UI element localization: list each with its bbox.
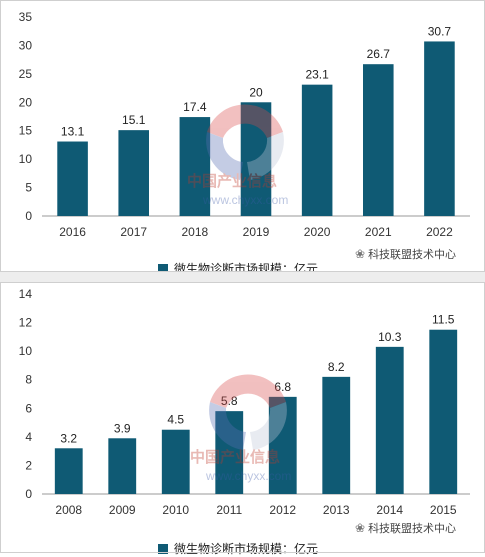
x-tick-label-2020: 2020 bbox=[304, 225, 331, 239]
bar-2020 bbox=[301, 84, 333, 216]
x-tick-label-2014: 2014 bbox=[376, 503, 403, 517]
data-label-2022: 30.7 bbox=[428, 24, 452, 38]
bar-2014 bbox=[375, 346, 404, 494]
bar-2010 bbox=[161, 429, 190, 494]
data-label-2013: 8.2 bbox=[328, 360, 345, 374]
y-tick-label: 35 bbox=[19, 10, 33, 24]
bar-chart-top: 0 5 10 15 20 25 30 35 13.1 2016 15.1 2017 17.4 2018 20… bbox=[19, 10, 470, 239]
x-tick-label-2022: 2022 bbox=[426, 225, 453, 239]
watermark-top: ❀ 科技联盟技术中心 bbox=[355, 246, 456, 262]
data-label-2018: 17.4 bbox=[183, 100, 207, 114]
y-tick-label: 8 bbox=[25, 373, 32, 387]
bar-2012 bbox=[268, 396, 297, 494]
panel-separator bbox=[0, 272, 485, 282]
bar-2008 bbox=[54, 448, 83, 494]
chart-panel-bottom: 0 2 4 6 8 10 12 14 3.2 2008 3.9 2009 4.5 2010 5.8 2011 6… bbox=[0, 282, 485, 556]
x-tick-label-2018: 2018 bbox=[182, 225, 209, 239]
bar-2011 bbox=[215, 411, 244, 494]
y-tick-label: 5 bbox=[25, 181, 32, 195]
data-label-2021: 26.7 bbox=[367, 47, 391, 61]
y-tick-label: 0 bbox=[25, 209, 32, 223]
bar-2022 bbox=[424, 41, 455, 216]
y-tick-label: 4 bbox=[25, 430, 32, 444]
data-label-2016: 13.1 bbox=[61, 125, 85, 139]
bar-2019 bbox=[240, 102, 272, 216]
x-tick-label-2015: 2015 bbox=[430, 503, 457, 517]
bar-2013 bbox=[322, 376, 351, 494]
y-tick-label: 12 bbox=[19, 316, 33, 330]
y-tick-label: 30 bbox=[19, 38, 33, 52]
legend-swatch bbox=[158, 263, 168, 274]
x-tick-label-2017: 2017 bbox=[120, 225, 147, 239]
watermark-bottom: ❀ 科技联盟技术中心 bbox=[355, 520, 456, 536]
bar-2016 bbox=[57, 141, 88, 216]
x-tick-label-2019: 2019 bbox=[243, 225, 270, 239]
x-tick-label-2008: 2008 bbox=[55, 503, 82, 517]
x-tick-label-2010: 2010 bbox=[162, 503, 189, 517]
legend-bottom: 微生物诊断市场规模：亿元 bbox=[158, 540, 318, 557]
y-tick-label: 10 bbox=[19, 152, 33, 166]
data-label-2019: 20 bbox=[249, 85, 263, 99]
bar-2018 bbox=[179, 117, 211, 216]
watermark-text: 科技联盟技术中心 bbox=[368, 523, 457, 535]
data-label-2020: 23.1 bbox=[305, 68, 329, 82]
data-label-2010: 4.5 bbox=[167, 413, 184, 427]
data-label-2009: 3.9 bbox=[114, 421, 131, 435]
y-tick-label: 6 bbox=[25, 401, 32, 415]
y-tick-label: 2 bbox=[25, 458, 32, 472]
bar-2009 bbox=[108, 438, 137, 494]
data-label-2011: 5.8 bbox=[221, 394, 238, 408]
bar-2015 bbox=[429, 329, 458, 494]
x-tick-label-2016: 2016 bbox=[59, 225, 86, 239]
data-label-2015: 11.5 bbox=[432, 313, 455, 327]
x-tick-label-2012: 2012 bbox=[269, 503, 296, 517]
y-tick-label: 20 bbox=[19, 95, 33, 109]
legend-swatch bbox=[158, 543, 168, 554]
data-label-2008: 3.2 bbox=[60, 431, 77, 445]
wechat-icon: ❀ bbox=[355, 247, 366, 261]
watermark-text: 科技联盟技术中心 bbox=[368, 249, 457, 261]
data-label-2017: 15.1 bbox=[122, 113, 146, 127]
x-tick-label-2011: 2011 bbox=[216, 503, 242, 517]
data-label-2012: 6.8 bbox=[274, 380, 291, 394]
legend-label: 微生物诊断市场规模：亿元 bbox=[174, 542, 319, 556]
wechat-icon: ❀ bbox=[355, 521, 366, 535]
bar-2017 bbox=[118, 130, 149, 216]
y-tick-label: 25 bbox=[19, 67, 33, 81]
x-tick-label-2009: 2009 bbox=[109, 503, 136, 517]
y-tick-label: 15 bbox=[19, 124, 33, 138]
bar-chart-bottom: 0 2 4 6 8 10 12 14 3.2 2008 3.9 2009 4.5 2010 5.8 2011 6… bbox=[19, 287, 470, 517]
y-tick-label: 14 bbox=[19, 287, 33, 301]
x-tick-label-2013: 2013 bbox=[323, 503, 350, 517]
chart-panel-top: 0 5 10 15 20 25 30 35 13.1 2016 15.1 2017 17.4 2018 20… bbox=[0, 0, 485, 276]
y-tick-label: 10 bbox=[19, 344, 33, 358]
y-tick-label: 0 bbox=[25, 487, 32, 501]
bar-2021 bbox=[363, 64, 394, 216]
x-tick-label-2021: 2021 bbox=[365, 225, 392, 239]
data-label-2014: 10.3 bbox=[378, 330, 402, 344]
